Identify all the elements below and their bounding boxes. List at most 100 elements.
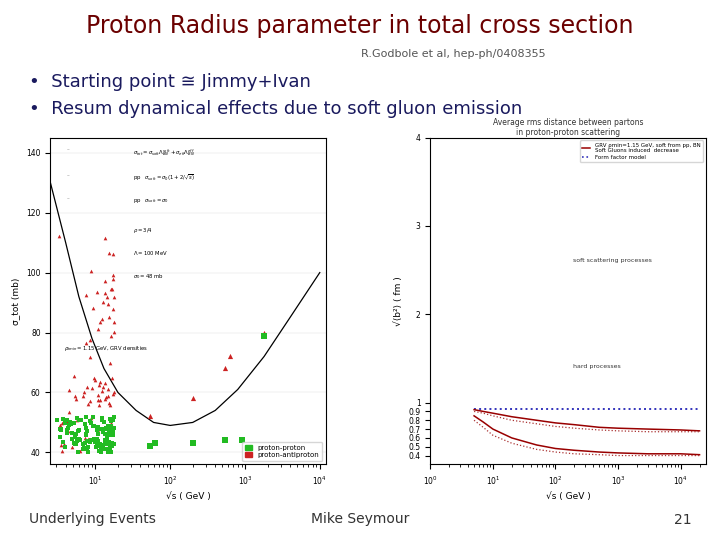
Point <box>60 416 72 424</box>
Point <box>69 433 81 441</box>
Point <box>91 435 103 443</box>
Point <box>103 428 114 437</box>
Point <box>187 439 199 448</box>
Point <box>89 376 101 384</box>
Point <box>102 445 114 454</box>
Point <box>150 439 161 448</box>
Point <box>77 440 89 448</box>
Point <box>80 420 91 428</box>
Point <box>106 425 117 434</box>
Point <box>106 419 117 428</box>
Point <box>63 421 75 429</box>
Point <box>91 288 103 296</box>
Point <box>107 249 119 258</box>
Point <box>81 382 93 391</box>
Point <box>73 434 84 443</box>
Point <box>108 293 120 302</box>
Point <box>99 234 111 242</box>
Point <box>99 289 111 298</box>
Point <box>107 285 118 293</box>
Point <box>92 430 104 438</box>
Text: hard processes: hard processes <box>573 364 621 369</box>
Legend: proton-proton, proton-antiproton: proton-proton, proton-antiproton <box>243 442 323 461</box>
Point <box>77 392 89 400</box>
Point <box>105 422 117 431</box>
Point <box>92 441 104 450</box>
Point <box>65 417 76 426</box>
Text: pp   $\sigma_{soft}=\sigma_0(1+2/\sqrt{s})$: pp $\sigma_{soft}=\sigma_0(1+2/\sqrt{s})… <box>133 174 195 183</box>
Text: –: – <box>67 197 70 201</box>
Point <box>102 422 113 431</box>
Point <box>78 388 90 396</box>
Point <box>96 448 107 456</box>
Point <box>84 416 96 425</box>
Point <box>59 418 71 427</box>
Point <box>84 336 96 345</box>
Point <box>82 448 94 456</box>
Point <box>76 416 87 424</box>
Text: •  Starting point ≅ Jimmy+Ivan: • Starting point ≅ Jimmy+Ivan <box>29 73 310 91</box>
Point <box>102 434 113 443</box>
Text: Underlying Events: Underlying Events <box>29 512 156 526</box>
Point <box>72 427 84 435</box>
Point <box>107 442 118 450</box>
Point <box>60 443 71 451</box>
Point <box>102 385 113 394</box>
Point <box>85 419 96 428</box>
Point <box>93 380 104 389</box>
Point <box>81 426 93 435</box>
Point <box>96 444 107 453</box>
Point <box>97 428 109 436</box>
Point <box>58 438 69 447</box>
Point <box>105 425 117 434</box>
Point <box>99 379 111 387</box>
Point <box>236 436 248 445</box>
Point <box>103 392 114 401</box>
Point <box>99 436 111 444</box>
Point <box>68 418 79 427</box>
Point <box>96 387 108 396</box>
Point <box>100 393 112 402</box>
Point <box>102 448 114 456</box>
Point <box>103 313 114 321</box>
Point <box>94 447 105 455</box>
Point <box>55 441 67 449</box>
Point <box>92 424 104 433</box>
Point <box>99 395 111 403</box>
Point <box>108 390 120 399</box>
Point <box>91 426 102 434</box>
Point <box>106 438 117 447</box>
Point <box>107 416 119 424</box>
Point <box>62 427 73 436</box>
Point <box>85 414 96 422</box>
Point <box>84 437 96 446</box>
Point <box>54 433 66 442</box>
Y-axis label: √⟨b²⟩ ( fm ): √⟨b²⟩ ( fm ) <box>394 276 403 326</box>
Point <box>105 285 117 293</box>
Text: $\rho=3/4$: $\rho=3/4$ <box>133 226 153 235</box>
Point <box>92 436 104 445</box>
Point <box>107 271 118 279</box>
Text: 21: 21 <box>674 512 691 526</box>
Point <box>94 396 105 404</box>
Point <box>91 440 102 448</box>
Point <box>80 339 91 348</box>
Point <box>90 442 102 451</box>
Text: $\rho_{tmin}=1.15$ GeV, GRV densities: $\rho_{tmin}=1.15$ GeV, GRV densities <box>64 343 148 353</box>
Point <box>107 427 118 436</box>
Point <box>74 436 86 444</box>
Point <box>84 397 96 406</box>
Point <box>55 426 67 434</box>
Point <box>93 401 104 410</box>
Point <box>107 430 119 438</box>
Point <box>104 401 116 409</box>
Point <box>101 444 112 453</box>
Point <box>81 436 93 445</box>
Point <box>63 423 74 432</box>
Point <box>92 427 104 436</box>
Text: Mike Seymour: Mike Seymour <box>311 512 409 526</box>
Point <box>220 364 231 373</box>
Point <box>61 426 73 434</box>
Point <box>105 417 117 426</box>
Point <box>51 416 63 424</box>
